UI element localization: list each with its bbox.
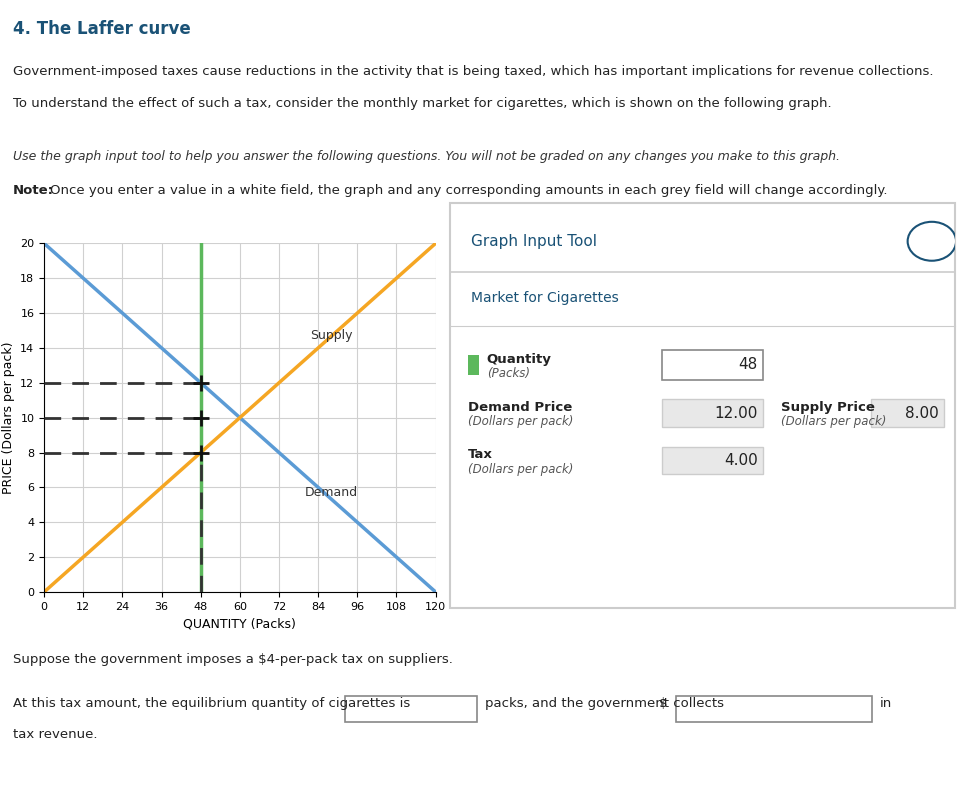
Text: Market for Cigarettes: Market for Cigarettes	[470, 291, 618, 305]
Text: Demand Price: Demand Price	[467, 401, 572, 414]
FancyBboxPatch shape	[661, 400, 762, 427]
Text: packs, and the government collects: packs, and the government collects	[484, 697, 723, 710]
Text: Demand: Demand	[304, 486, 357, 499]
Text: (Dollars per pack): (Dollars per pack)	[467, 415, 573, 428]
Text: 48: 48	[737, 358, 757, 372]
Text: Government-imposed taxes cause reductions in the activity that is being taxed, w: Government-imposed taxes cause reduction…	[13, 65, 932, 78]
Text: To understand the effect of such a tax, consider the monthly market for cigarett: To understand the effect of such a tax, …	[13, 97, 830, 110]
Text: Suppose the government imposes a $4-per-pack tax on suppliers.: Suppose the government imposes a $4-per-…	[13, 653, 452, 666]
FancyBboxPatch shape	[661, 350, 762, 380]
Text: Quantity: Quantity	[486, 353, 551, 366]
Text: 4. The Laffer curve: 4. The Laffer curve	[13, 20, 191, 38]
FancyBboxPatch shape	[870, 400, 944, 427]
Text: Graph Input Tool: Graph Input Tool	[470, 234, 596, 249]
Text: Supply Price: Supply Price	[779, 401, 873, 414]
Text: 8.00: 8.00	[904, 406, 938, 421]
FancyBboxPatch shape	[344, 696, 476, 722]
FancyBboxPatch shape	[467, 355, 478, 375]
FancyBboxPatch shape	[661, 447, 762, 474]
Text: tax revenue.: tax revenue.	[13, 728, 97, 741]
Text: Tax: Tax	[467, 448, 492, 461]
FancyBboxPatch shape	[676, 696, 871, 722]
Text: (Dollars per pack): (Dollars per pack)	[467, 462, 573, 476]
Text: ?: ?	[927, 234, 935, 248]
Text: 4.00: 4.00	[724, 453, 757, 468]
FancyBboxPatch shape	[450, 203, 954, 608]
Text: $: $	[658, 697, 667, 710]
Text: Supply: Supply	[310, 329, 352, 342]
Text: At this tax amount, the equilibrium quantity of cigarettes is: At this tax amount, the equilibrium quan…	[13, 697, 410, 710]
Text: Use the graph input tool to help you answer the following questions. You will no: Use the graph input tool to help you ans…	[13, 150, 839, 163]
Text: 12.00: 12.00	[714, 406, 757, 421]
Text: (Packs): (Packs)	[486, 367, 529, 380]
Text: (Dollars per pack): (Dollars per pack)	[779, 415, 885, 428]
Circle shape	[907, 222, 956, 261]
Text: Note:: Note:	[13, 184, 54, 197]
Text: in: in	[879, 697, 892, 710]
X-axis label: QUANTITY (Packs): QUANTITY (Packs)	[183, 617, 296, 630]
Y-axis label: PRICE (Dollars per pack): PRICE (Dollars per pack)	[2, 341, 15, 494]
Text: Once you enter a value in a white field, the graph and any corresponding amounts: Once you enter a value in a white field,…	[50, 184, 886, 197]
